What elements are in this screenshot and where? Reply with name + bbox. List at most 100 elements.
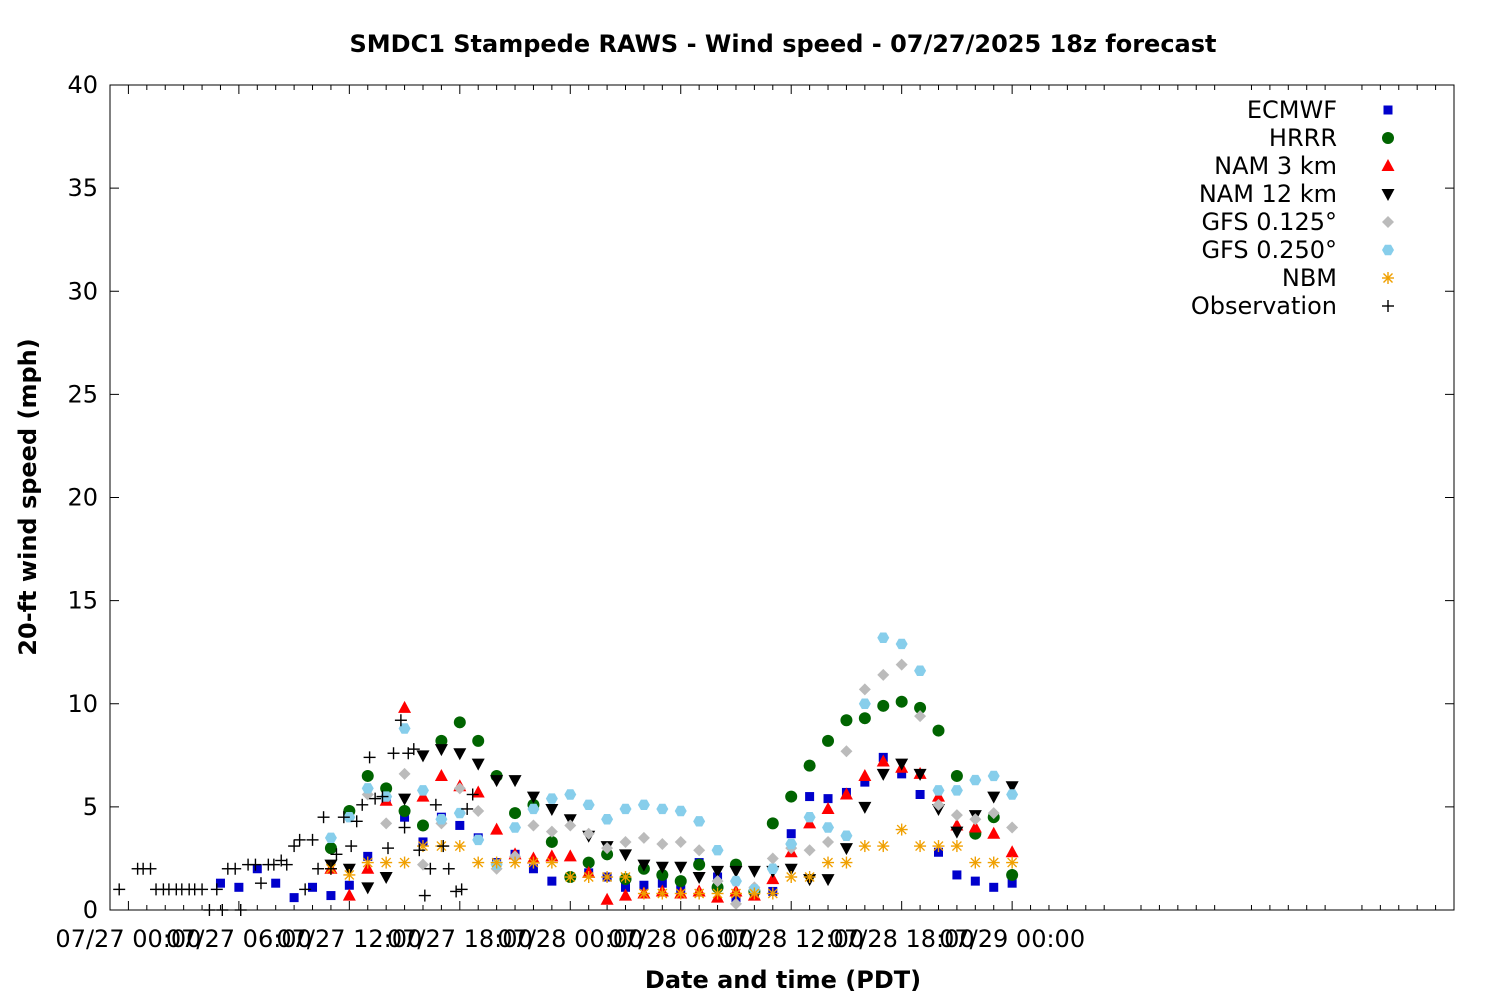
data-point-nam-12-km <box>747 865 761 878</box>
data-point-hrrr <box>785 790 798 803</box>
data-point-gfs-0-250 <box>969 774 982 786</box>
x-tick-label: 07/29 00:00 <box>939 925 1085 953</box>
data-point-hrrr <box>472 734 485 747</box>
data-point-nam-3-km <box>858 768 872 781</box>
data-point-ecmwf <box>363 851 373 861</box>
data-point-hrrr <box>693 858 706 871</box>
data-point-nam-3-km <box>600 892 614 905</box>
data-point-observation <box>363 751 376 764</box>
legend-label: NAM 3 km <box>1214 152 1337 180</box>
data-point-ecmwf <box>786 829 796 839</box>
data-point-ecmwf <box>547 876 557 886</box>
data-point-ecmwf <box>897 769 907 779</box>
data-point-observation <box>345 840 358 853</box>
data-point-nbm <box>637 887 650 900</box>
data-point-ecmwf <box>1007 878 1017 888</box>
data-point-gfs-0-125 <box>950 809 963 822</box>
data-point-observation <box>293 833 306 846</box>
data-point-nam-3-km <box>821 801 835 814</box>
legend-marker-ecmwf <box>1383 105 1393 115</box>
data-point-nbm <box>729 887 742 900</box>
data-point-nbm <box>398 856 411 869</box>
data-point-nbm <box>656 887 669 900</box>
data-point-gfs-0-125 <box>545 825 558 838</box>
data-point-observation <box>442 862 455 875</box>
data-point-nbm <box>601 871 614 883</box>
data-point-observation <box>369 792 382 805</box>
y-axis: 0 5 10 15 20 25 30 35 40 <box>67 71 1454 924</box>
data-point-observation <box>466 788 479 801</box>
x-axis-label: Date and time (PDT) <box>645 966 921 994</box>
legend-label: GFS 0.250° <box>1201 236 1337 264</box>
data-point-observation <box>382 842 395 855</box>
data-point-nbm <box>1006 856 1019 869</box>
data-point-nbm <box>545 856 558 869</box>
data-point-gfs-0-250 <box>950 785 963 796</box>
data-point-nbm <box>711 887 724 900</box>
data-point-hrrr <box>601 848 614 861</box>
x-tick-label: 07/27 06:00 <box>166 925 312 953</box>
data-point-observation <box>330 848 343 861</box>
data-point-hrrr <box>582 856 595 869</box>
data-point-ecmwf <box>860 777 870 787</box>
data-point-nam-12-km <box>784 863 798 876</box>
series-gfs-0-125 <box>361 658 1019 910</box>
data-point-nbm <box>527 856 540 869</box>
data-point-gfs-0-250 <box>932 785 945 796</box>
data-point-gfs-0-125 <box>914 710 927 723</box>
data-point-nbm <box>380 856 393 869</box>
data-point-observation <box>356 798 369 811</box>
data-point-hrrr <box>674 875 687 888</box>
data-point-gfs-0-125 <box>693 844 706 857</box>
data-point-ecmwf <box>621 882 631 892</box>
data-point-gfs-0-125 <box>674 835 687 848</box>
data-point-gfs-0-250 <box>840 830 853 841</box>
y-tick-label: 15 <box>67 587 98 615</box>
data-point-nam-3-km <box>342 888 356 901</box>
data-point-hrrr <box>877 699 890 712</box>
data-point-nbm <box>877 840 890 853</box>
data-point-gfs-0-250 <box>729 875 742 887</box>
data-point-observation <box>312 862 325 875</box>
data-point-nbm <box>472 856 485 869</box>
data-point-observation <box>429 798 442 811</box>
data-point-ecmwf <box>215 878 225 888</box>
data-point-nbm <box>822 856 835 869</box>
data-point-ecmwf <box>989 882 999 892</box>
data-point-gfs-0-250 <box>822 822 835 833</box>
data-points <box>113 632 1019 916</box>
data-point-observation <box>196 883 209 896</box>
data-point-nam-12-km <box>1005 781 1019 794</box>
data-point-ecmwf <box>252 864 262 874</box>
data-point-nam-3-km <box>434 768 448 781</box>
data-point-hrrr <box>398 805 411 817</box>
data-point-gfs-0-125 <box>766 852 779 865</box>
series-nbm <box>324 823 1019 900</box>
legend-label: NBM <box>1282 264 1337 292</box>
data-point-nam-12-km <box>637 859 651 872</box>
legend-label: HRRR <box>1269 124 1337 152</box>
data-point-gfs-0-250 <box>324 832 337 844</box>
data-point-hrrr <box>950 769 963 782</box>
data-point-nbm <box>840 856 853 869</box>
data-point-ecmwf <box>234 882 244 892</box>
data-point-nbm <box>950 840 963 853</box>
data-point-gfs-0-125 <box>398 767 411 780</box>
data-point-observation <box>267 858 280 871</box>
data-point-observation <box>144 862 157 875</box>
data-point-observation <box>249 858 262 871</box>
data-point-nbm <box>766 887 779 900</box>
data-point-gfs-0-125 <box>711 875 724 888</box>
data-point-observation <box>398 821 411 834</box>
data-point-gfs-0-125 <box>472 805 485 817</box>
data-point-nbm <box>895 823 908 836</box>
data-point-nbm <box>564 871 577 883</box>
data-point-observation <box>407 743 420 756</box>
data-point-nam-12-km <box>950 826 964 839</box>
data-point-nam-12-km <box>821 874 835 887</box>
legend-label: GFS 0.125° <box>1201 208 1337 236</box>
data-point-gfs-0-125 <box>619 835 632 848</box>
data-point-gfs-0-250 <box>453 807 466 819</box>
data-point-hrrr <box>858 712 871 725</box>
data-point-observation <box>210 883 223 896</box>
